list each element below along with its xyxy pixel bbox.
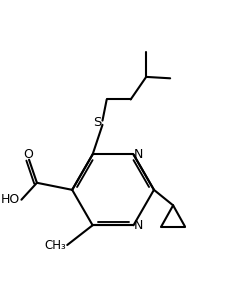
- Text: CH₃: CH₃: [44, 239, 66, 252]
- Text: N: N: [134, 148, 143, 161]
- Text: O: O: [23, 148, 33, 161]
- Text: N: N: [134, 219, 143, 232]
- Text: HO: HO: [1, 193, 20, 206]
- Text: S: S: [93, 116, 102, 129]
